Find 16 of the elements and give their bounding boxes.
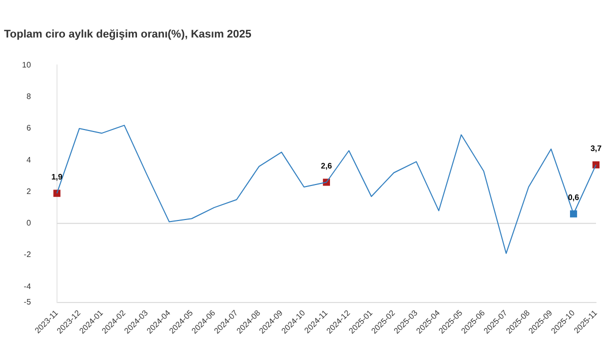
y-tick-label: 10 bbox=[22, 60, 32, 70]
point bbox=[53, 190, 60, 197]
y-tick-label: -5 bbox=[24, 298, 32, 307]
y-tick-label: 0 bbox=[26, 218, 32, 228]
data-label: 2,6 bbox=[320, 161, 333, 170]
y-tick-label: 2 bbox=[26, 186, 32, 196]
y-tick-label: 8 bbox=[26, 92, 32, 102]
data-label: 1,9 bbox=[51, 172, 64, 182]
point bbox=[592, 161, 600, 168]
y-tick-label: -4 bbox=[24, 282, 32, 291]
data-label: 0,6 bbox=[568, 193, 580, 202]
chart-title: Toplam ciro aylık değişim oranı(%), Kasım 2025 bbox=[4, 28, 252, 41]
data-label: 3,7 bbox=[590, 144, 602, 154]
y-tick-label: 4 bbox=[26, 155, 32, 164]
y-tick-label: 6 bbox=[26, 124, 32, 133]
y-tick-label: -2 bbox=[24, 250, 32, 260]
